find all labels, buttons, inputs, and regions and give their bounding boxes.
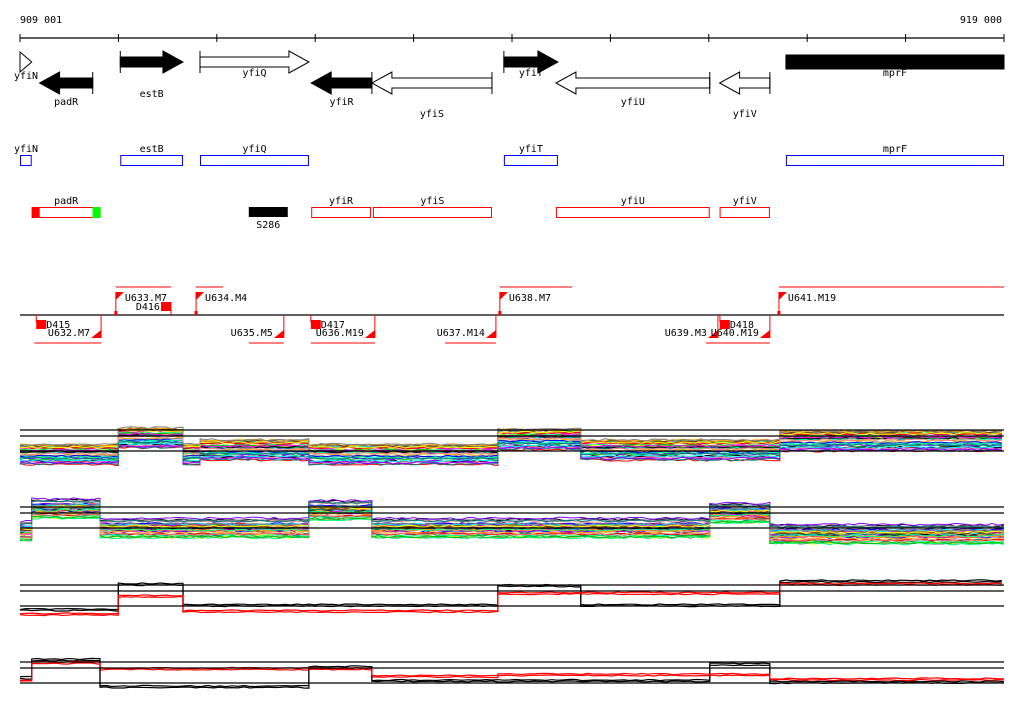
expression-series xyxy=(19,511,1004,540)
expression-series xyxy=(19,503,1004,532)
expression-series xyxy=(19,512,1004,542)
box-label-S286: S286 xyxy=(256,220,280,231)
expression-series xyxy=(19,497,1004,527)
expression-series xyxy=(19,513,1004,542)
blue-box-yfiN xyxy=(20,155,32,166)
feature-anchor xyxy=(498,311,502,315)
blue-label-yfiN: yfiN xyxy=(14,144,38,155)
blue-label-mprF: mprF xyxy=(883,144,907,155)
expression-series xyxy=(19,508,1004,538)
ruler-end-label: 919 000 xyxy=(960,15,1002,26)
red-box-yfiU xyxy=(555,207,710,218)
deletion-mark xyxy=(719,320,730,329)
gene-arrow-estB xyxy=(119,50,185,74)
blue-label-estB: estB xyxy=(140,144,164,155)
gene-label-estB: estB xyxy=(140,89,164,100)
blue-box-estB xyxy=(120,155,183,166)
gene-label-yfiS: yfiS xyxy=(420,109,444,120)
gene-label-yfiN: yfiN xyxy=(14,71,38,82)
feature-label-U632.M7: U632.M7 xyxy=(48,328,90,339)
gene-arrow-yfiU xyxy=(554,71,711,95)
feature-label-U639.M3: U639.M3 xyxy=(665,328,707,339)
feature-flag xyxy=(759,330,770,338)
feature-anchor xyxy=(194,311,198,315)
feature-flag xyxy=(778,292,787,300)
blue-label-yfiT: yfiT xyxy=(519,144,543,155)
deletion-label-D417: D417 xyxy=(321,320,345,331)
red-label-yfiR: yfiR xyxy=(329,196,354,207)
gene-arrow-yfiT xyxy=(503,50,559,74)
expression-series-red xyxy=(19,660,1004,681)
feature-label-U638.M7: U638.M7 xyxy=(509,293,551,304)
feature-flag xyxy=(273,330,284,338)
gene-label-padR: padR xyxy=(54,97,79,108)
expression-series xyxy=(19,440,1002,460)
deletion-mark xyxy=(310,320,321,329)
expression-series xyxy=(19,515,1004,545)
feature-label-U636.M19: U636.M19 xyxy=(316,328,364,339)
red-box-padR xyxy=(31,207,101,218)
deletion-mark xyxy=(36,320,47,329)
expression-series-black xyxy=(20,580,1002,612)
feature-label-U641.M19: U641.M19 xyxy=(788,293,836,304)
gene-label-yfiT: yfiT xyxy=(519,68,543,79)
gene-label-mprF: mprF xyxy=(883,68,907,79)
feature-label-U634.M4: U634.M4 xyxy=(205,293,247,304)
gene-label-yfiQ: yfiQ xyxy=(242,68,266,79)
blue-box-yfiQ xyxy=(199,155,309,166)
gene-label-yfiR: yfiR xyxy=(330,97,355,108)
deletion-label-D418: D418 xyxy=(730,320,754,331)
feature-flag xyxy=(707,330,718,338)
expression-series-red xyxy=(19,582,1002,615)
blue-box-mprF xyxy=(785,155,1004,166)
expression-series xyxy=(19,505,1004,534)
gene-arrow-yfiQ xyxy=(199,50,310,74)
gene-arrow-mprF xyxy=(785,54,1005,70)
expression-series xyxy=(19,498,1005,528)
expression-series-red xyxy=(19,583,1002,617)
gene-arrow-yfiN xyxy=(19,50,33,74)
deletion-label-D416: D416 xyxy=(136,302,160,313)
red-label-yfiU: yfiU xyxy=(621,196,645,207)
feature-anchor xyxy=(777,311,781,315)
gene-arrow-yfiS xyxy=(370,71,493,95)
red-box-yfiS xyxy=(372,207,492,218)
red-box-yfiR xyxy=(311,207,371,218)
end-mark xyxy=(92,207,101,218)
gene-arrow-yfiR xyxy=(310,71,373,95)
feature-flag xyxy=(485,330,496,338)
solid-box-S286 xyxy=(248,207,288,217)
feature-label-U640.M19: U640.M19 xyxy=(711,328,759,339)
red-label-padR: padR xyxy=(54,196,79,207)
expression-series xyxy=(19,505,1004,535)
feature-flag xyxy=(91,330,102,338)
expression-series xyxy=(19,426,1002,446)
ruler-start-label: 909 001 xyxy=(20,15,62,26)
feature-label-U635.M5: U635.M5 xyxy=(231,328,273,339)
expression-series-black xyxy=(19,657,1004,688)
start-mark xyxy=(31,207,40,218)
gene-arrow-yfiV xyxy=(718,71,771,95)
gene-label-yfiU: yfiU xyxy=(621,97,645,108)
feature-label-U633.M7: U633.M7 xyxy=(125,293,167,304)
feature-flag xyxy=(364,330,375,338)
feature-anchor xyxy=(114,311,118,315)
deletion-mark xyxy=(160,302,171,311)
gene-label-yfiV: yfiV xyxy=(733,109,757,120)
feature-flag xyxy=(196,292,205,300)
red-box-yfiV xyxy=(719,207,770,218)
gene-arrow-padR xyxy=(38,71,94,95)
red-label-yfiS: yfiS xyxy=(420,196,444,207)
blue-box-yfiT xyxy=(503,155,558,166)
deletion-label-D415: D415 xyxy=(46,320,70,331)
feature-flag xyxy=(499,292,508,300)
red-label-yfiV: yfiV xyxy=(733,196,757,207)
feature-label-U637.M14: U637.M14 xyxy=(437,328,485,339)
feature-flag xyxy=(115,292,124,300)
blue-label-yfiQ: yfiQ xyxy=(242,144,266,155)
